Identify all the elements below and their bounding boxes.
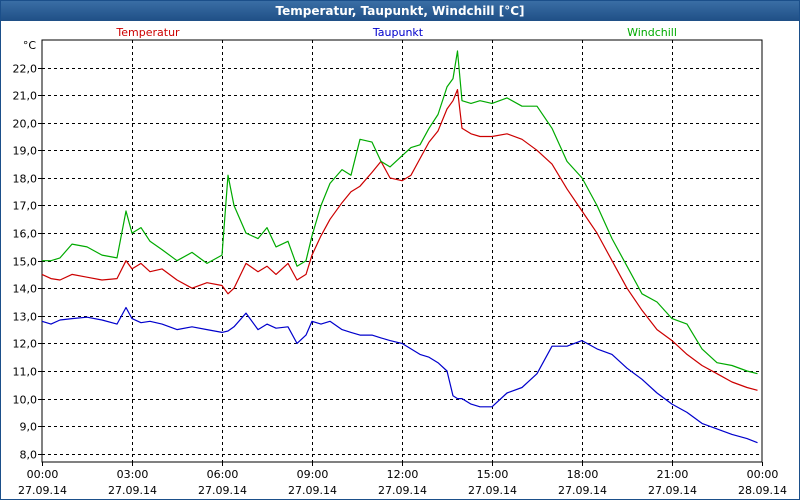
y-tick-label: 13,0 [13,311,38,324]
x-tick-date: 28.09.14 [738,484,787,497]
y-tick-label: 11,0 [13,366,38,379]
x-tick-date: 27.09.14 [108,484,157,497]
y-tick-label: 21,0 [13,90,38,103]
x-tick-date: 27.09.14 [378,484,427,497]
x-tick-time: 21:00 [657,468,689,481]
y-tick-label: 20,0 [13,118,38,131]
x-tick-time: 06:00 [207,468,239,481]
x-tick-date: 27.09.14 [18,484,67,497]
x-tick-time: 18:00 [567,468,599,481]
y-tick-label: 15,0 [13,256,38,269]
y-axis-unit: °C [23,39,37,52]
series-line-temperatur [41,88,758,391]
series-line-windchill [42,50,758,375]
x-tick-date: 27.09.14 [468,484,517,497]
y-tick-label: 19,0 [13,145,38,158]
x-tick-date: 27.09.14 [288,484,337,497]
y-tick-label: 10,0 [13,394,38,407]
series-line-taupunkt [41,306,758,444]
x-tick-date: 27.09.14 [558,484,607,497]
y-tick-label: 8,0 [20,449,38,462]
x-tick-time: 00:00 [747,468,779,481]
y-tick-label: 17,0 [13,200,38,213]
x-tick-date: 27.09.14 [198,484,247,497]
window-title: Temperatur, Taupunkt, Windchill [°C] [1,1,799,21]
legend-entry: Taupunkt [372,26,424,39]
y-tick-label: 16,0 [13,228,38,241]
x-tick-time: 03:00 [117,468,149,481]
y-tick-label: 14,0 [13,283,38,296]
y-tick-label: 9,0 [20,421,38,434]
x-tick-time: 12:00 [387,468,419,481]
legend-entry: Windchill [627,26,677,39]
legend-entry: Temperatur [115,26,180,39]
x-tick-time: 00:00 [27,468,59,481]
y-tick-label: 22,0 [13,63,38,76]
x-tick-date: 27.09.14 [648,484,697,497]
x-tick-time: 15:00 [477,468,509,481]
x-tick-time: 09:00 [297,468,329,481]
y-tick-label: 12,0 [13,338,38,351]
y-tick-label: 18,0 [13,173,38,186]
